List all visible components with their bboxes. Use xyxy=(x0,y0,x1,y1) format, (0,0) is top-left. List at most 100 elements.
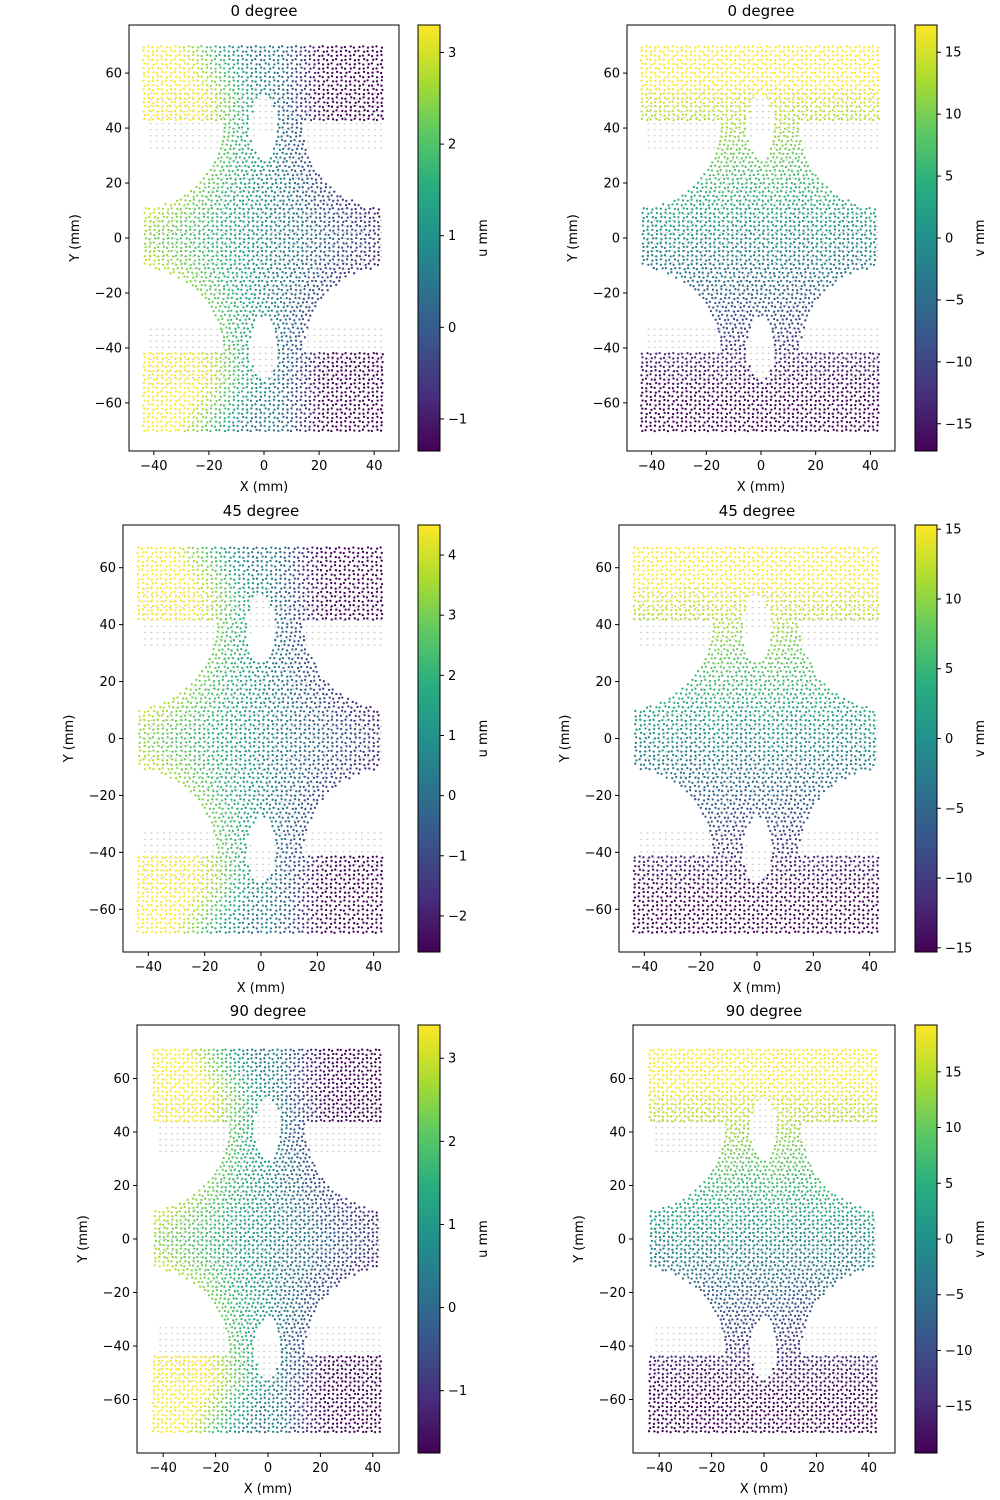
chart-panel-4: 45 degree −40 −20 0 20 40 −60 −40 −20 0 20 40 60 X (m… xyxy=(558,502,988,996)
scatter-point-group xyxy=(207,546,246,930)
y-tick-label: 20 xyxy=(595,675,612,690)
scatter-point-group xyxy=(699,806,810,824)
scatter-point-group xyxy=(640,96,880,109)
scatter-point-group xyxy=(170,1053,238,1433)
scatter-point-group xyxy=(640,360,880,373)
scatter-point-group xyxy=(633,749,872,771)
scatter-point-group xyxy=(648,1093,877,1102)
scatter-point-group xyxy=(224,551,258,934)
scatter-point-group xyxy=(659,198,877,220)
colorbar-tick-label: 1 xyxy=(448,1218,456,1233)
scatter-point-group xyxy=(704,811,809,828)
scatter-point-group xyxy=(246,546,316,933)
scatter-point-group xyxy=(297,603,375,872)
scatter-point-group xyxy=(650,1222,875,1247)
scatter-point-group xyxy=(724,1122,802,1140)
scatter-point-group xyxy=(144,45,209,432)
scatter-point-group xyxy=(710,824,804,842)
scatter-point-group xyxy=(153,1049,225,1429)
scatter-point-group xyxy=(712,1160,820,1181)
colorbar-tick-label: 0 xyxy=(448,789,456,804)
scatter-point-group xyxy=(641,215,877,241)
scatter-point-group xyxy=(704,647,809,665)
x-tick-label: 40 xyxy=(365,960,382,975)
scatter-point-group xyxy=(711,833,802,846)
scatter-point-group xyxy=(307,45,380,431)
y-tick-label: 60 xyxy=(105,67,122,82)
x-tick-label: 40 xyxy=(862,459,879,474)
scatter-point-group xyxy=(237,1048,270,1434)
scatter-point-group xyxy=(322,1048,383,1434)
y-tick-label: 20 xyxy=(603,177,620,192)
scatter-point-group xyxy=(725,1339,801,1355)
y-tick-label: −40 xyxy=(95,341,122,356)
y-tick-label: 20 xyxy=(99,675,116,690)
scatter-point-group xyxy=(640,373,880,386)
scatter-point-group xyxy=(301,547,380,933)
colorbar-tick-label: 0 xyxy=(945,732,953,747)
x-tick-label: −20 xyxy=(191,960,218,975)
scatter-point-group xyxy=(632,872,880,886)
scatter-point-group xyxy=(305,1049,379,1433)
y-axis-label: Y (mm) xyxy=(68,214,83,263)
scatter-point-group xyxy=(640,117,858,130)
x-tick-label: 0 xyxy=(760,1461,768,1476)
y-tick-label: −20 xyxy=(95,286,122,301)
scatter-point-group xyxy=(229,1049,259,1430)
scatter-points xyxy=(639,45,881,433)
scatter-point-group xyxy=(196,1049,246,1430)
scatter-point-group xyxy=(259,46,344,432)
y-tick-label: 20 xyxy=(113,1179,130,1194)
scatter-point-group xyxy=(315,547,324,933)
scatter-point-group xyxy=(245,46,303,427)
y-tick-label: −60 xyxy=(585,903,612,918)
x-tick-label: 20 xyxy=(807,459,824,474)
colorbar-label: v mm xyxy=(973,1220,988,1257)
scatter-point-group xyxy=(314,1048,378,1434)
scatter-point-group xyxy=(237,546,293,934)
scatter-point-group xyxy=(202,45,245,432)
scatter-point-group xyxy=(711,630,798,643)
colorbar-tick-label: −1 xyxy=(448,412,467,427)
chart-panel-6: 90 degree −40 −20 0 20 40 −60 −40 −20 0 20 40 60 X (m… xyxy=(572,1002,988,1497)
scatter-point-group xyxy=(233,546,270,933)
scatter-point-group xyxy=(649,1234,875,1260)
scatter-point-group xyxy=(633,612,879,625)
scatter-point-group xyxy=(649,1380,878,1392)
y-axis-label: Y (mm) xyxy=(572,1215,587,1264)
scatter-point-group xyxy=(688,1272,852,1293)
scatter-point-group xyxy=(144,46,214,433)
colorbar-tick-label: 5 xyxy=(945,1177,953,1192)
scatter-point-group xyxy=(670,1346,877,1359)
colorbar-tick-label: −10 xyxy=(945,872,972,887)
x-tick-label: 40 xyxy=(861,960,878,975)
scatter-point-group xyxy=(707,168,824,186)
scatter-point-group xyxy=(648,1110,878,1123)
scatter-point-group xyxy=(714,309,809,326)
scatter-point-group xyxy=(632,868,879,881)
scatter-point-group xyxy=(641,228,877,254)
scatter-point-group xyxy=(317,100,381,372)
scatter-point-group xyxy=(721,1135,803,1152)
y-tick-label: 0 xyxy=(114,232,122,247)
x-tick-label: 0 xyxy=(257,960,265,975)
x-axis-label: X (mm) xyxy=(737,480,786,495)
undeformed-grid xyxy=(144,588,382,890)
colorbar-tick-label: 2 xyxy=(448,669,456,684)
scatter-point-group xyxy=(228,546,263,934)
scatter-point-group xyxy=(145,46,227,433)
scatter-point-group xyxy=(708,643,799,656)
scatter-point-group xyxy=(309,1048,378,1434)
chart-title: 0 degree xyxy=(728,2,795,20)
scatter-point-group xyxy=(216,46,250,432)
scatter-point-group xyxy=(294,45,366,431)
scatter-point-group xyxy=(714,147,804,164)
colorbar-tick-label: −15 xyxy=(945,941,972,956)
scatter-point-group xyxy=(634,744,876,767)
scatter-point-group xyxy=(670,1193,874,1214)
colorbar-tick-label: −5 xyxy=(945,1288,964,1303)
scatter-point-group xyxy=(649,700,876,723)
scatter-point-group xyxy=(639,45,880,88)
scatter-point-group xyxy=(641,109,881,126)
scatter-point-group xyxy=(720,330,803,348)
